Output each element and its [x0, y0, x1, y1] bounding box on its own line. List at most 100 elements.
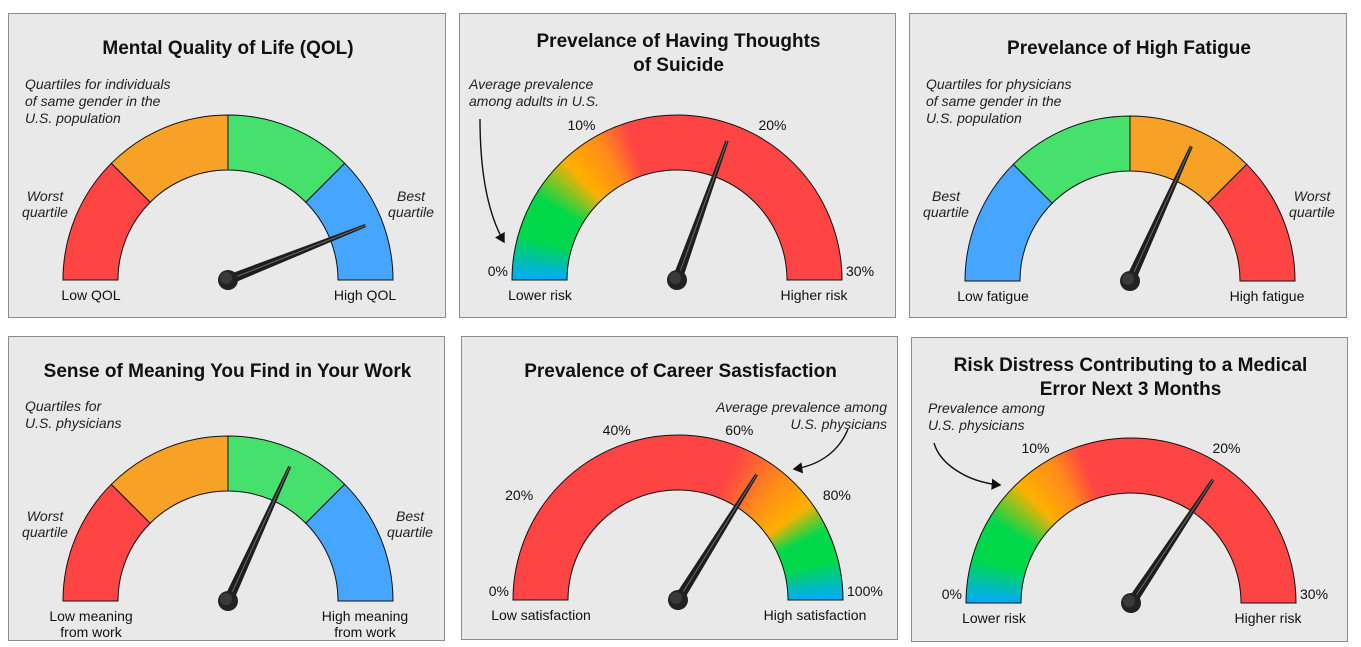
- gauge-gradient-slice: [985, 519, 1037, 551]
- gauge-gradient-slice: [1204, 480, 1246, 524]
- gauge-gradient-slice: [603, 450, 632, 502]
- gauge-gradient-slice: [1080, 444, 1101, 499]
- gauge-gradient-slice: [1000, 498, 1046, 537]
- gauge-gradient-slice: [780, 224, 835, 247]
- gauge-gradient-slice: [1219, 506, 1268, 542]
- gauge-gradient-slice: [622, 442, 645, 497]
- gauge-gradient-slice: [753, 480, 796, 523]
- annotation-arrow: [933, 442, 1002, 490]
- gauge-gradient-slice: [759, 489, 805, 530]
- gauge-gradient-slice: [967, 576, 1023, 589]
- gauge-gradient-slice: [1059, 451, 1087, 504]
- min-label: Low QOL: [61, 287, 120, 303]
- gauge-gradient-slice: [743, 149, 782, 195]
- gauge-gradient-slice: [516, 560, 572, 578]
- gauge-gradient-slice: [780, 540, 834, 564]
- gauge-gradient-slice: [990, 512, 1040, 546]
- gauge-gradient-slice: [777, 528, 830, 556]
- gauge-gradient-slice: [972, 551, 1027, 572]
- gauge-gradient-slice: [1020, 476, 1061, 522]
- gauge-gradient-slice: [635, 439, 653, 494]
- gauge-gradient-slice: [978, 534, 1031, 561]
- gauge-gradient-slice: [777, 212, 830, 239]
- min-label: Low fatigue: [957, 288, 1029, 304]
- annotation-arrow: [792, 428, 849, 474]
- gauge-gradient-slice: [767, 186, 816, 221]
- gauge-gradient-slice: [1239, 572, 1295, 587]
- gauge-outline: [965, 437, 1297, 604]
- gauge-panel-meaning: Sense of Meaning You Find in Your Work Qu…: [8, 336, 445, 641]
- gauge-panel-fatigue: Prevelance of High Fatigue Quartiles for …: [909, 13, 1347, 318]
- gauge-gradient-slice: [1156, 442, 1175, 497]
- gauge-gradient-slice: [699, 118, 717, 174]
- gauge-gradient-slice: [560, 159, 602, 203]
- gauge-gradient-slice: [1238, 568, 1294, 584]
- gauge-gradient-slice: [626, 121, 647, 176]
- gauge-gradient-slice: [531, 196, 583, 228]
- gauge-gradient-slice: [557, 162, 600, 205]
- tick-label: 10%: [567, 117, 595, 133]
- gauge-gradient-slice: [1239, 577, 1295, 590]
- gauge-gradient-slice: [1008, 488, 1052, 530]
- annotation-text: Average prevalence among: [715, 399, 887, 415]
- annotation-arrow: [479, 118, 505, 244]
- gauge-gradient-slice: [1126, 438, 1133, 494]
- gauge-segment-q4: [1207, 163, 1296, 282]
- gauge-gradient-slice: [548, 172, 594, 211]
- gauge-gradient-slice: [1183, 457, 1215, 509]
- chart-title: Prevelance of High Fatigue: [1007, 38, 1251, 59]
- gauge-gradient-slice: [567, 473, 608, 519]
- gauge-gradient-slice: [734, 139, 768, 189]
- max-label: High fatigue: [1230, 288, 1305, 304]
- tick-label: 20%: [505, 487, 533, 503]
- chart-title: Mental Quality of Life (QOL): [102, 38, 353, 59]
- gauge-gradient-slice: [605, 128, 633, 181]
- side-label-left: Worst: [27, 188, 65, 204]
- gauge-gradient-slice: [574, 468, 612, 515]
- needle-hub-shine: [1123, 595, 1135, 607]
- gauge-gradient-slice: [784, 561, 840, 578]
- gauge-gradient-slice: [722, 449, 750, 502]
- side-label-right: quartile: [388, 204, 434, 220]
- max-label: High meaning: [322, 608, 408, 624]
- gauge-gradient-slice: [1202, 477, 1243, 522]
- gauge-gradient-slice: [537, 509, 587, 543]
- gauge-gradient-slice: [627, 441, 648, 496]
- gauge-gradient-slice: [651, 116, 664, 172]
- gauge-gradient-slice: [976, 538, 1030, 564]
- gauge-gradient-slice: [968, 571, 1023, 586]
- gauge-gradient-slice: [786, 262, 842, 273]
- gauge-gradient-slice: [1159, 443, 1179, 498]
- gauge-gradient-slice: [534, 192, 584, 225]
- gauge-gradient-slice: [692, 436, 705, 492]
- gauge-gradient-slice: [1233, 543, 1287, 567]
- gauge-gradient-slice: [521, 219, 575, 244]
- gauge-gradient-slice: [1221, 509, 1270, 544]
- needle-hub-shine: [220, 272, 232, 284]
- side-label-right: Worst: [1294, 188, 1332, 204]
- gauge-panel-error: Risk Distress Contributing to a Medical E…: [911, 337, 1348, 642]
- gauge-gradient-slice: [549, 492, 595, 531]
- gauge-gradient-slice: [1223, 513, 1273, 547]
- gauge-gradient-slice: [1067, 448, 1093, 502]
- gauge-gradient-slice: [581, 463, 617, 512]
- gauge-gradient-slice: [754, 163, 798, 205]
- gauge-gradient-slice: [1109, 438, 1121, 494]
- gauge-gradient-slice: [758, 169, 804, 210]
- gauge-gradient-slice: [569, 151, 609, 197]
- gauge-gradient-slice: [1100, 439, 1115, 495]
- side-label-left: quartile: [22, 204, 68, 220]
- gauge-panel-qol: Mental Quality of Life (QOL) Quartiles fo…: [8, 13, 446, 318]
- gauge-gradient-slice: [1167, 447, 1192, 501]
- gauge-gradient-slice: [554, 165, 598, 207]
- gauge-gradient-slice: [724, 131, 753, 183]
- gauge-gradient-slice: [1214, 495, 1260, 535]
- gauge-gradient-slice: [968, 567, 1024, 583]
- gauge-gradient-slice: [726, 132, 757, 184]
- gauge-gradient-slice: [787, 582, 843, 593]
- annotation-text: Quartiles for: [25, 398, 103, 414]
- gauge-gradient-slice: [1056, 453, 1085, 505]
- gauge-gradient-slice: [551, 168, 596, 209]
- tick-label: 0%: [489, 583, 509, 599]
- gauge-gradient-slice: [1063, 450, 1090, 503]
